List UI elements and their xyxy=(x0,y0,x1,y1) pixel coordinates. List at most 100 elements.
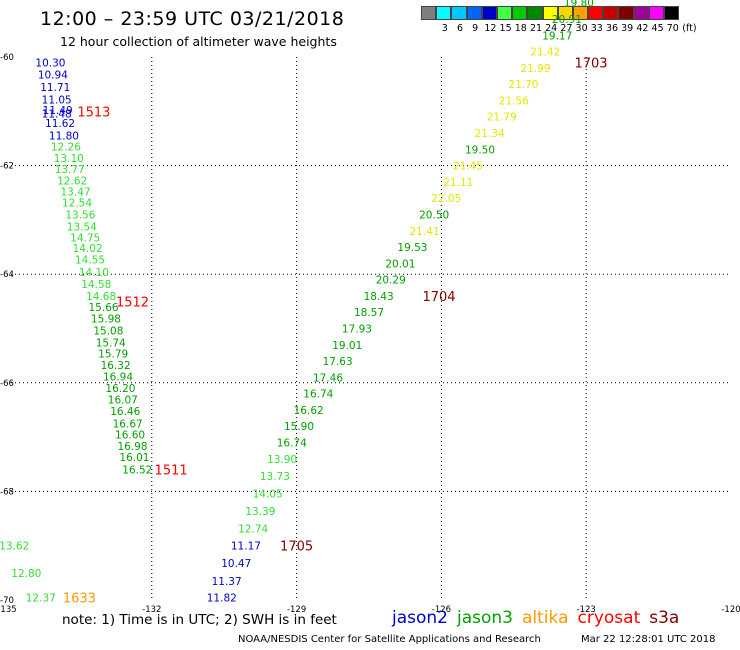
legend-swatch xyxy=(633,6,649,20)
lon-tick-label: -120 xyxy=(721,605,740,615)
swh-value-label: 16.20 xyxy=(105,383,135,395)
legend-swatch xyxy=(557,6,573,20)
satellite-legend-jason3: jason3 xyxy=(457,608,513,628)
swh-value-label: 14.75 xyxy=(70,232,100,244)
swh-value-label: 13.10 xyxy=(54,153,84,165)
swh-value-label: 11.48 xyxy=(42,108,72,120)
lon-tick-label: -135 xyxy=(0,605,17,615)
swh-value-label: 13.62 xyxy=(0,541,29,553)
swh-value-label: 12.37 xyxy=(26,592,56,604)
swh-value-label: 19.50 xyxy=(465,144,495,156)
swh-value-label: 10.94 xyxy=(38,69,68,81)
swh-value-label: 15.74 xyxy=(96,338,126,350)
legend-label: 33 xyxy=(590,23,603,34)
legend-label: 6 xyxy=(456,23,464,34)
pass-time-label: 1704 xyxy=(422,290,455,305)
pass-time-label: 1703 xyxy=(574,56,607,71)
map-title: 12:00 – 23:59 UTC 03/21/2018 xyxy=(40,8,345,30)
lon-tick-label: -132 xyxy=(142,605,161,615)
legend-label: 18 xyxy=(514,23,527,34)
swh-value-label: 12.74 xyxy=(238,523,268,535)
lat-tick-label: -68 xyxy=(0,487,14,497)
swh-value-label: 16.67 xyxy=(113,419,143,431)
swh-value-label: 16.94 xyxy=(103,371,133,383)
swh-value-label: 19.80 xyxy=(564,0,594,10)
legend-label: 39 xyxy=(621,23,634,34)
swh-value-label: 10.30 xyxy=(35,57,65,69)
legend-unit: (ft) xyxy=(682,23,697,34)
swh-value-label: 12.62 xyxy=(57,175,87,187)
lat-tick-label: -64 xyxy=(0,270,14,280)
legend-label: 30 xyxy=(575,23,588,34)
swh-value-label: 20.91 xyxy=(552,14,582,26)
swh-value-label: 13.54 xyxy=(67,221,97,233)
legend-swatch xyxy=(466,6,482,20)
legend-swatch xyxy=(618,6,634,20)
swh-value-label: 20.29 xyxy=(376,275,406,287)
swh-value-label: 16.46 xyxy=(110,406,140,418)
color-legend-labels: 3 6 9 12 15 18 21 24 27 30 33 36 39 42 45 70 (ft) xyxy=(0,23,740,35)
swh-value-label: 19.01 xyxy=(332,340,362,352)
lat-tick-label: -70 xyxy=(0,596,14,606)
pass-time-label: 1705 xyxy=(280,540,313,555)
generation-timestamp: Mar 22 12:28:01 UTC 2018 xyxy=(581,634,716,645)
lon-tick-label: -129 xyxy=(287,605,306,615)
swh-value-label: 21.34 xyxy=(475,128,505,140)
legend-label: 24 xyxy=(545,23,558,34)
swh-value-label: 14.05 xyxy=(253,489,283,501)
swh-value-label: 17.63 xyxy=(323,356,353,368)
pass-time-label: 1513 xyxy=(77,105,110,120)
legend-label: 70 xyxy=(666,23,679,34)
legend-label: 3 xyxy=(441,23,448,34)
swh-value-label: 13.73 xyxy=(260,471,290,483)
swh-value-label: 16.01 xyxy=(119,452,149,464)
swh-value-label: 21.56 xyxy=(499,95,529,107)
map-subtitle: 12 hour collection of altimeter wave hei… xyxy=(60,34,337,49)
lat-tick-label: -62 xyxy=(0,162,14,172)
lon-tick-label: -123 xyxy=(577,605,596,615)
swh-value-label: 20.50 xyxy=(419,209,449,221)
satellite-legend: jason2 jason3 altika cryosat s3a xyxy=(392,608,688,628)
swh-value-label: 18.57 xyxy=(354,307,384,319)
satellite-legend-cryosat: cryosat xyxy=(577,608,641,628)
credit-line: NOAA/NESDIS Center for Satellite Applica… xyxy=(238,634,541,645)
legend-label: 42 xyxy=(636,23,649,34)
pass-time-label: 1633 xyxy=(63,591,96,606)
swh-value-label: 11.80 xyxy=(49,131,79,143)
satellite-legend-altika: altika xyxy=(522,608,569,628)
swh-value-label: 13.47 xyxy=(61,187,91,199)
lat-tick-label: -66 xyxy=(0,379,14,389)
swh-value-label: 16.52 xyxy=(122,465,152,477)
swh-value-label: 21.42 xyxy=(530,47,560,59)
swh-value-label: 15.79 xyxy=(98,348,128,360)
legend-swatch xyxy=(527,6,543,20)
pass-time-label: 1512 xyxy=(116,295,149,310)
swh-value-label: 20.01 xyxy=(385,258,415,270)
swh-value-label: 19.53 xyxy=(397,242,427,254)
swh-value-label: 12.26 xyxy=(51,142,81,154)
legend-swatch xyxy=(542,6,558,20)
swh-value-label: 16.32 xyxy=(101,360,131,372)
swh-value-label: 13.77 xyxy=(55,164,85,176)
swh-value-label: 11.82 xyxy=(207,592,237,604)
swh-value-label: 11.49 xyxy=(43,105,73,117)
swh-value-label: 15.98 xyxy=(91,314,121,326)
legend-swatch xyxy=(572,6,589,20)
swh-value-label: 22.05 xyxy=(431,193,461,205)
legend-swatch xyxy=(481,6,497,20)
swh-value-label: 16.98 xyxy=(117,441,147,453)
swh-value-label: 13.56 xyxy=(65,209,95,221)
legend-label: 27 xyxy=(560,23,573,34)
swh-value-label: 21.41 xyxy=(409,226,439,238)
color-legend xyxy=(421,6,680,20)
lat-tick-label: -60 xyxy=(0,53,14,63)
swh-value-label: 16.60 xyxy=(115,429,145,441)
swh-value-label: 12.80 xyxy=(11,568,41,580)
swh-value-label: 14.68 xyxy=(86,291,116,303)
legend-swatch xyxy=(496,6,513,20)
units-note: note: 1) Time is in UTC; 2) SWH is in fe… xyxy=(62,612,337,628)
swh-value-label: 11.05 xyxy=(42,94,72,106)
swh-value-label: 15.08 xyxy=(93,326,123,338)
pass-time-label: 1511 xyxy=(155,464,188,479)
